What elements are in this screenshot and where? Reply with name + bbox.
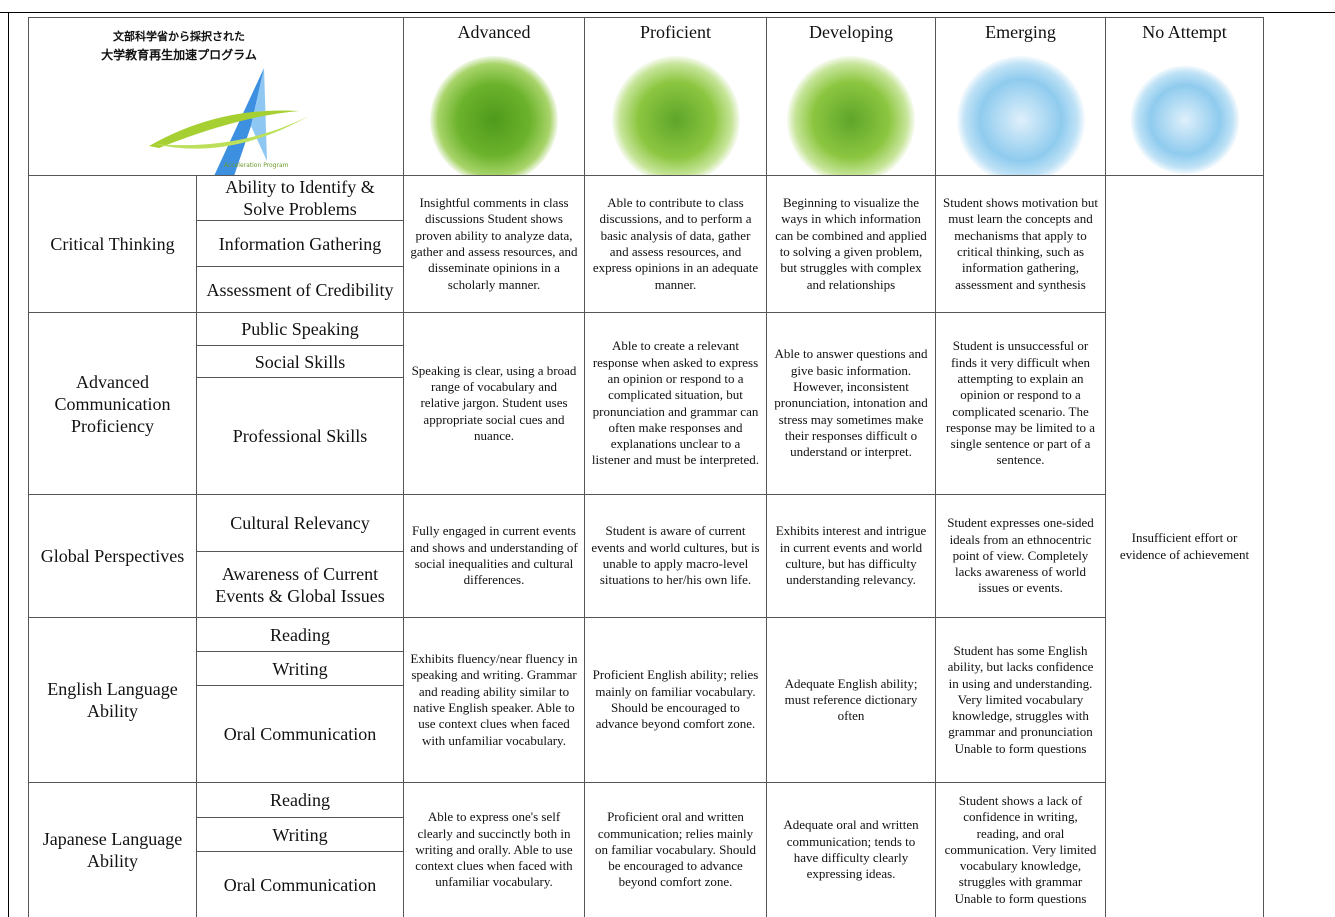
- descriptor: Able to express one's self clearly and s…: [403, 782, 585, 917]
- skill: Social Skills: [196, 345, 404, 378]
- descriptor: Fully engaged in current events and show…: [403, 494, 585, 618]
- skill: Writing: [196, 817, 404, 852]
- skill: Writing: [196, 651, 404, 686]
- skill: Ability to Identify & Solve Problems: [196, 175, 404, 221]
- no-attempt-descriptor: Insufficient effort or evidence of achie…: [1105, 175, 1264, 917]
- tree-image: [611, 56, 740, 175]
- tree-image: [787, 56, 915, 175]
- descriptor: Student shows a lack of confidence in wr…: [935, 782, 1106, 917]
- top-rule: [0, 12, 1335, 13]
- descriptor: Student is unsuccessful or finds it very…: [935, 312, 1106, 495]
- descriptor: Student is aware of current events and w…: [584, 494, 767, 618]
- category: Critical Thinking: [28, 175, 197, 313]
- skill: Oral Communication: [196, 685, 404, 783]
- descriptor: Student has some English ability, but la…: [935, 617, 1106, 783]
- skill: Professional Skills: [196, 377, 404, 495]
- logo-cell: 文部科学省から採択された 大学教育再生加速プログラム Acceleration …: [28, 17, 404, 176]
- descriptor: Able to create a relevant response when …: [584, 312, 767, 495]
- logo-line: 大学教育再生加速プログラム: [101, 48, 257, 62]
- category: English Language Ability: [28, 617, 197, 783]
- tree-image: [956, 56, 1085, 175]
- logo-text: 文部科学省から採択された 大学教育再生加速プログラム: [29, 28, 329, 63]
- skill: Reading: [196, 617, 404, 652]
- descriptor: Proficient English ability; relies mainl…: [584, 617, 767, 783]
- level-name: Emerging: [985, 22, 1056, 42]
- skill: Public Speaking: [196, 312, 404, 346]
- descriptor: Exhibits fluency/near fluency in speakin…: [403, 617, 585, 783]
- descriptor: Speaking is clear, using a broad range o…: [403, 312, 585, 495]
- descriptor: Able to answer questions and give basic …: [766, 312, 936, 495]
- skill: Oral Communication: [196, 851, 404, 917]
- descriptor: Adequate oral and written communication;…: [766, 782, 936, 917]
- descriptor: Student shows motivation but must learn …: [935, 175, 1106, 313]
- category: Advanced Communication Proficiency: [28, 312, 197, 495]
- descriptor: Exhibits interest and intrigue in curren…: [766, 494, 936, 618]
- descriptor: Student expresses one-sided ideals from …: [935, 494, 1106, 618]
- level-name: Developing: [809, 22, 893, 42]
- logo-line: 文部科学省から採択された: [113, 30, 245, 43]
- tree-image: [1130, 65, 1239, 175]
- level-header: Advanced: [403, 17, 585, 176]
- category: Global Perspectives: [28, 494, 197, 618]
- logo-caption: Acceleration Program: [224, 162, 289, 169]
- descriptor: Adequate English ability; must reference…: [766, 617, 936, 783]
- skill: Reading: [196, 782, 404, 818]
- skill: Awareness of Current Events & Global Iss…: [196, 551, 404, 618]
- descriptor: Proficient oral and written communicatio…: [584, 782, 767, 917]
- skill: Assessment of Credibility: [196, 266, 404, 313]
- descriptor: Able to contribute to class discussions,…: [584, 175, 767, 313]
- level-header: Developing: [766, 17, 936, 176]
- skill: Cultural Relevancy: [196, 494, 404, 552]
- left-rule: [8, 12, 9, 917]
- level-name: Advanced: [457, 22, 531, 42]
- level-name: Proficient: [640, 22, 711, 42]
- level-name: No Attempt: [1142, 22, 1227, 42]
- category: Japanese Language Ability: [28, 782, 197, 917]
- descriptor: Insightful comments in class discussions…: [403, 175, 585, 313]
- level-header: Proficient: [584, 17, 767, 176]
- tree-image: [430, 56, 558, 175]
- skill: Information Gathering: [196, 220, 404, 267]
- logo-graphic: Acceleration Program: [149, 68, 309, 175]
- level-header: No Attempt: [1105, 17, 1264, 176]
- level-header: Emerging: [935, 17, 1106, 176]
- descriptor: Beginning to visualize the ways in which…: [766, 175, 936, 313]
